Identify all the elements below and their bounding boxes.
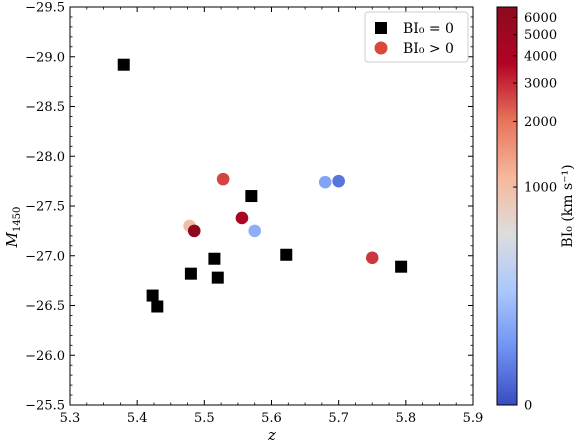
y-tick-label: −27.0 [25,249,65,264]
x-tick-label: 5.4 [127,411,148,426]
point-bi-zero [211,271,224,284]
colorbar-tick-label: 3000 [524,77,557,92]
x-tick-label: 5.3 [60,411,81,426]
point-bi-positive [332,174,345,188]
point-bi-positive [248,224,262,238]
x-tick-label: 5.6 [261,411,282,426]
point-bi-zero [280,248,293,261]
colorbar-tick-label: 5000 [524,28,557,43]
y-tick-label: −26.0 [25,349,65,364]
y-axis: −29.5 −29.0 −28.5 −28.0 −27.5 −27.0 −26.5 −26.0… [25,1,473,414]
point-bi-zero [117,58,130,71]
point-bi-zero [245,190,258,203]
point-bi-zero [151,300,164,313]
colorbar-tick-label: 1000 [524,181,557,196]
colorbar-title: BI₀ (km s⁻¹) [560,164,576,247]
colorbar-tick-label: 6000 [524,11,557,26]
point-bi-positive [365,251,379,265]
colorbar-tick-label: 0 [524,399,532,414]
point-bi-zero [184,267,197,280]
point-bi-zero [395,260,408,273]
y-tick-label: −27.5 [25,200,65,215]
colorbar-tick-label: 2000 [524,115,557,130]
x-tick-label: 5.5 [194,411,215,426]
y-tick-label: −25.5 [25,399,65,414]
legend-box [364,11,469,63]
x-tick-label: 5.9 [463,411,484,426]
x-axis: 5.3 5.4 5.5 5.6 5.7 5.8 5.9 [60,7,484,426]
colorbar-gradient [496,6,518,406]
x-tick-label: 5.7 [328,411,349,426]
y-tick-label: −28.0 [25,150,65,165]
point-bi-zero [146,289,159,302]
legend-label-bi-zero: BI₀ = 0 [403,21,454,37]
plot-area [69,6,474,406]
colorbar-tick-label: 4000 [524,49,557,64]
data-points [117,58,408,313]
y-tick-label: −29.5 [25,1,65,16]
y-axis-title-subscript: 1450 [12,207,23,232]
legend-label-bi-positive: BI₀ > 0 [403,41,454,57]
x-axis-title: z [267,426,276,444]
point-bi-positive [235,211,249,225]
y-axis-title: M1450 [3,207,23,249]
point-bi-positive [187,224,201,238]
point-bi-positive [216,172,230,186]
y-tick-label: −28.5 [25,100,65,115]
y-axis-title-main: M [3,231,21,248]
colorbar: 0 1000 2000 3000 4000 5000 6000 BI₀ (km s⁻¹) [496,6,576,414]
legend-marker-square [375,22,387,34]
x-tick-label: 5.8 [395,411,416,426]
legend: BI₀ = 0 BI₀ > 0 [364,11,469,63]
point-bi-zero [208,252,221,265]
y-tick-label: −26.5 [25,299,65,314]
legend-marker-circle [374,41,388,55]
y-tick-label: −29.0 [25,50,65,65]
plot-frame [69,6,474,406]
point-bi-positive [318,175,332,189]
